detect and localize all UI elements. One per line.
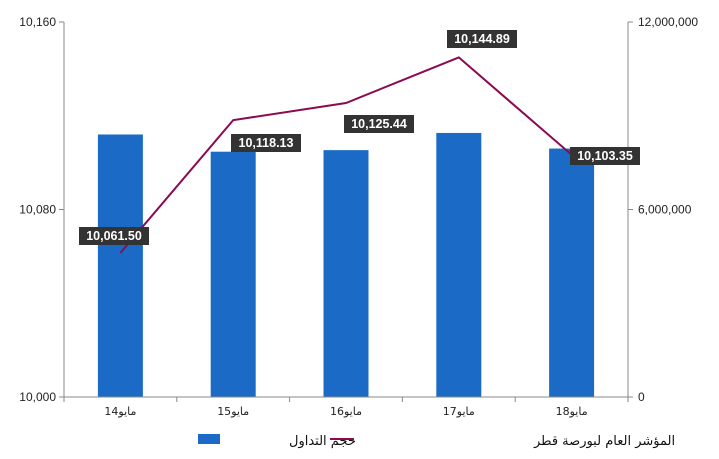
volume-bar-3 — [323, 150, 369, 397]
y-right-tick-label-1: 0 — [638, 390, 645, 404]
x-tick-label-1: مايو14 — [104, 405, 136, 418]
x-tick-label-3: مايو16 — [330, 405, 362, 418]
data-label-box-1 — [79, 227, 149, 245]
y-left-tick-label-2: 10,080 — [19, 203, 56, 217]
x-tick-label-5: مايو18 — [556, 405, 588, 418]
volume-bar-4 — [436, 132, 482, 397]
legend-label-volume: حجم التداول — [289, 434, 356, 449]
data-label-5: 10,103.35 — [577, 149, 633, 163]
data-label-box-2 — [231, 134, 301, 152]
x-tick-label-4: مايو17 — [443, 405, 475, 418]
volume-bar-5 — [549, 148, 595, 397]
data-label-box-3 — [344, 115, 414, 133]
legend-label-index: المؤشر العام لبورصة قطر — [533, 434, 675, 449]
data-label-box-4 — [447, 30, 517, 48]
data-label-box-5 — [570, 147, 640, 165]
y-right-tick-label-2: 6,000,000 — [638, 203, 692, 217]
data-label-2: 10,118.13 — [239, 136, 294, 150]
volume-bar-2 — [210, 151, 256, 397]
x-tick-label-2: مايو15 — [217, 405, 249, 418]
legend-swatch-volume — [198, 434, 220, 444]
volume-bar-1 — [97, 134, 143, 397]
y-right-tick-label-3: 12,000,000 — [638, 15, 698, 29]
data-label-4: 10,144.89 — [454, 32, 510, 46]
y-left-tick-label-1: 10,000 — [19, 390, 56, 404]
data-label-3: 10,125.44 — [351, 117, 407, 131]
data-label-1: 10,061.50 — [86, 229, 142, 243]
y-left-tick-label-3: 10,160 — [19, 15, 56, 29]
